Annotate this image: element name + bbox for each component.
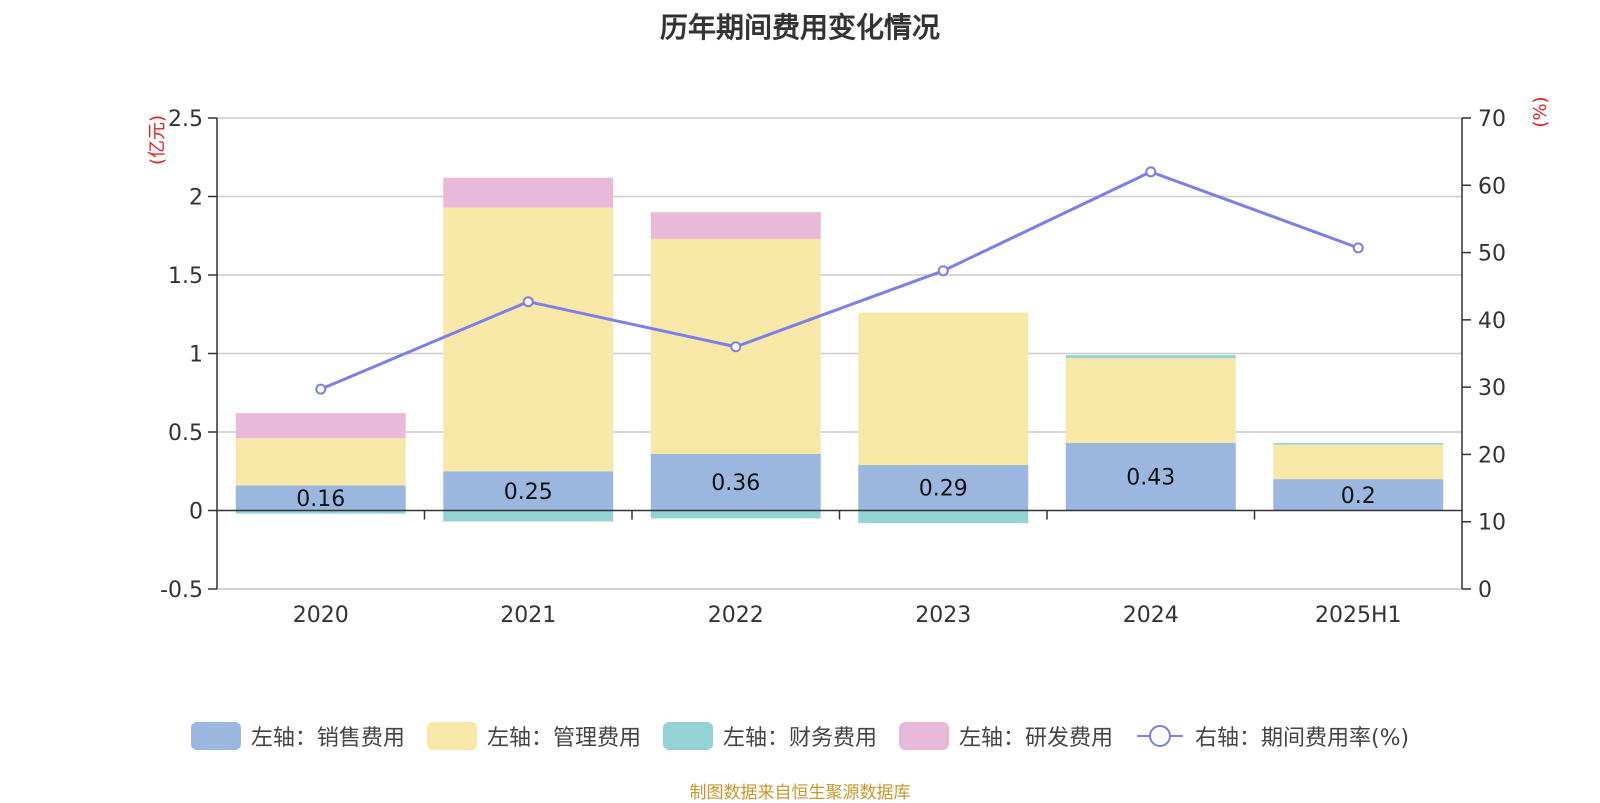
legend-item-sales[interactable]: 左轴：销售费用 <box>190 720 405 752</box>
rate-line <box>315 166 1364 395</box>
legend-item-finance[interactable]: 左轴：财务费用 <box>662 720 877 752</box>
bar-3-2020 <box>235 413 406 439</box>
legend-swatch-rate <box>1136 725 1183 747</box>
sales-value-label: 0.36 <box>711 471 760 496</box>
bar-2-2023 <box>858 510 1029 524</box>
y-right-unit-label: (%) <box>1530 96 1551 127</box>
x-tick-label: 2020 <box>293 603 349 628</box>
rate-point-2021 <box>522 296 534 308</box>
bar-2-2024 <box>1065 355 1236 359</box>
y-left-tick-label: 2.5 <box>168 107 203 132</box>
y-right-tick-label: 10 <box>1478 511 1506 536</box>
sales-value-label: 0.29 <box>919 477 968 502</box>
legend-label-admin: 左轴：管理费用 <box>486 726 641 751</box>
bar-0-2022 <box>650 453 821 511</box>
rate-point-2022 <box>730 341 742 353</box>
y-left-tick-label: 0 <box>189 500 203 525</box>
chart-title: 历年期间费用变化情况 <box>659 11 940 44</box>
y-left-tick-label: 0.5 <box>168 421 203 446</box>
bar-2-2021 <box>443 510 614 522</box>
y-left-tick-label: 2 <box>189 186 203 211</box>
bar-3-2022 <box>650 212 821 239</box>
x-tick-label: 2022 <box>708 603 764 628</box>
legend-item-rate[interactable]: 右轴：期间费用率(%) <box>1135 720 1409 752</box>
y-right-tick-label: 70 <box>1478 107 1506 132</box>
legend-swatch-rd <box>898 722 949 750</box>
legend-item-admin[interactable]: 左轴：管理费用 <box>426 720 641 752</box>
sales-value-label: 0.43 <box>1126 466 1175 491</box>
legend-swatch-admin <box>426 722 477 750</box>
y-left-unit-label: (亿元) <box>147 115 168 165</box>
y-right-tick-label: 20 <box>1478 443 1506 468</box>
bar-1-2020 <box>235 438 406 486</box>
x-tick-label: 2021 <box>500 603 556 628</box>
legend-label-sales: 左轴：销售费用 <box>250 726 405 751</box>
bar-0-2025H1 <box>1273 479 1444 511</box>
y-left-tick-label: -0.5 <box>160 578 203 603</box>
bars <box>235 177 1444 524</box>
bar-1-2023 <box>858 312 1029 465</box>
legend-label-rd: 左轴：研发费用 <box>958 726 1113 751</box>
bar-3-2021 <box>443 177 614 208</box>
y-right-tick-label: 0 <box>1478 578 1492 603</box>
bar-2-2022 <box>650 510 821 519</box>
bar-1-2024 <box>1065 358 1236 443</box>
bar-0-2023 <box>858 464 1029 511</box>
bar-0-2021 <box>443 471 614 511</box>
y-right-tick-label: 50 <box>1478 242 1506 267</box>
bar-0-2020 <box>235 485 406 511</box>
y-right-tick-label: 40 <box>1478 309 1506 334</box>
bar-1-2025H1 <box>1273 444 1444 480</box>
axes: -0.5 0 0.5 1 1.5 2 2.5 0 10 20 30 40 50 60 70 (亿元) (%) 20… <box>147 96 1551 628</box>
y-right-tick-label: 30 <box>1478 376 1506 401</box>
sales-value-label: 0.25 <box>504 480 553 505</box>
source-note: 制图数据来自恒生聚源数据库 <box>689 783 911 803</box>
gridlines <box>217 117 1462 590</box>
x-tick-label: 2023 <box>915 603 971 628</box>
bar-0-2024 <box>1065 442 1236 511</box>
rate-point-2024 <box>1145 166 1157 178</box>
rate-point-2023 <box>937 265 949 277</box>
rate-point-2025H1 <box>1352 242 1364 254</box>
sales-value-label: 0.2 <box>1341 484 1376 509</box>
bar-1-2021 <box>443 207 614 472</box>
legend-item-rd[interactable]: 左轴：研发费用 <box>898 720 1113 752</box>
rate-point-2020 <box>315 383 327 395</box>
y-left-tick-label: 1 <box>189 343 203 368</box>
bar-2-2020 <box>235 510 406 514</box>
legend-label-finance: 左轴：财务费用 <box>722 726 877 751</box>
legend: 左轴：销售费用 左轴：管理费用 左轴：财务费用 左轴：研发费用 右轴：期间费用率… <box>0 720 1600 752</box>
sales-value-label: 0.16 <box>296 487 345 512</box>
y-left-tick-label: 1.5 <box>168 264 203 289</box>
chart-plot: -0.5 0 0.5 1 1.5 2 2.5 0 10 20 30 40 50 60 70 (亿元) (%) 20… <box>147 96 1551 628</box>
legend-swatch-sales <box>190 722 241 750</box>
legend-swatch-finance <box>662 722 713 750</box>
x-tick-label: 2024 <box>1123 603 1179 628</box>
y-right-tick-label: 60 <box>1478 174 1506 199</box>
data-labels: 0.16 0.25 0.36 0.29 0.43 0.2 <box>296 466 1375 512</box>
x-tick-label: 2025H1 <box>1315 603 1402 628</box>
rate-polyline <box>320 170 1359 391</box>
legend-label-rate: 右轴：期间费用率(%) <box>1194 726 1410 751</box>
bar-2-2025H1 <box>1273 442 1444 445</box>
